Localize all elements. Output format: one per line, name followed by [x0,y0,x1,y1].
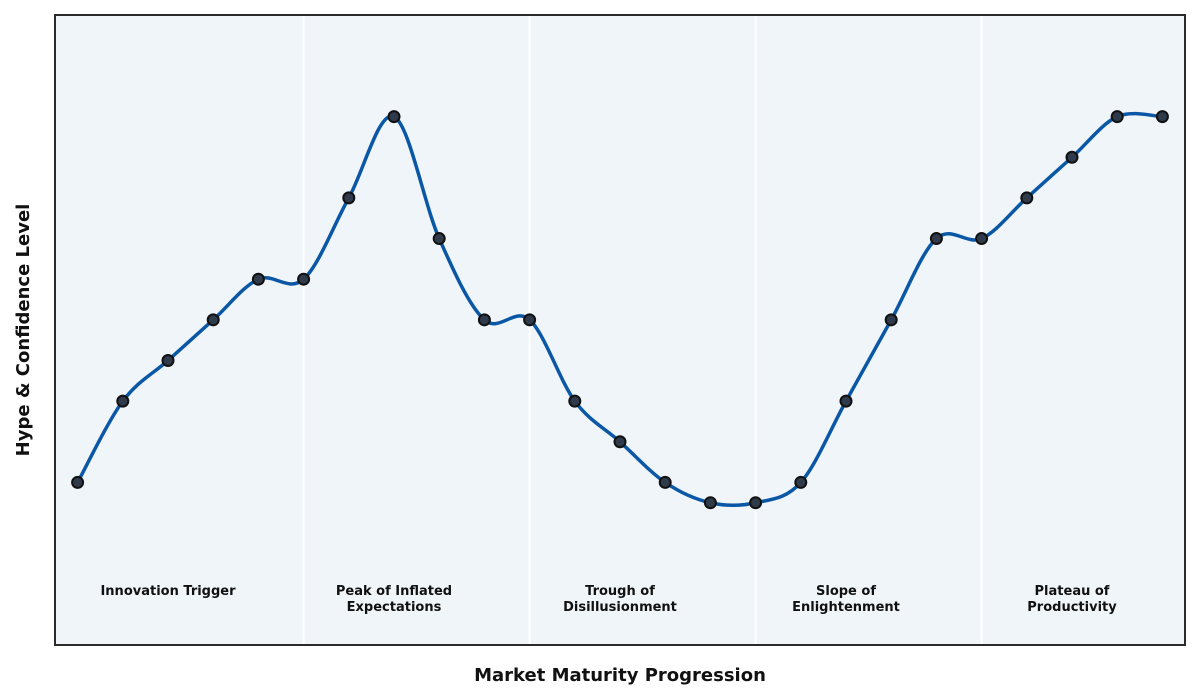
data-point-5 [297,272,311,286]
data-point-18 [884,313,898,327]
phase-dividers [302,15,983,645]
data-point-7 [387,110,401,124]
phase-label-3: Trough of Disillusionment [563,584,677,615]
data-point-24 [1155,110,1169,124]
data-point-14 [703,496,717,510]
data-point-15 [749,496,763,510]
phase-label-1: Innovation Trigger [100,584,236,599]
data-point-11 [568,394,582,408]
data-point-markers [71,110,1169,510]
data-point-16 [794,475,808,489]
data-point-19 [929,232,943,246]
data-point-23 [1110,110,1124,124]
data-point-21 [1020,191,1034,205]
data-point-17 [839,394,853,408]
data-point-3 [206,313,220,327]
plot-area [55,15,1185,645]
phase-label-2: Peak of Inflated Expectations [336,584,452,615]
data-point-6 [342,191,356,205]
data-point-1 [116,394,130,408]
y-axis-title: Hype & Confidence Level [13,204,34,457]
x-axis-title: Market Maturity Progression [474,665,766,686]
phase-label-4: Slope of Enlightenment [792,584,900,615]
data-point-2 [161,353,175,367]
data-point-20 [975,232,989,246]
data-point-9 [477,313,491,327]
phase-labels: Innovation Trigger Peak of Inflated Expect… [100,584,1117,615]
data-point-0 [71,475,85,489]
data-point-8 [432,232,446,246]
data-point-13 [658,475,672,489]
plot-frame [54,14,1186,646]
data-point-4 [251,272,265,286]
phase-label-5: Plateau of Productivity [1027,584,1117,615]
data-point-22 [1065,150,1079,164]
data-point-10 [523,313,537,327]
data-point-12 [613,435,627,449]
